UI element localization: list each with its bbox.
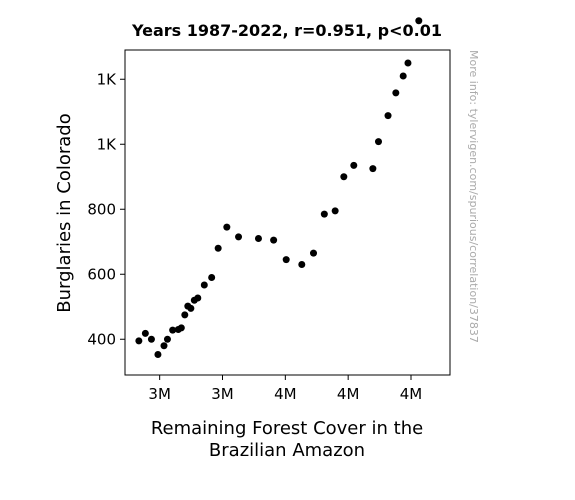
data-point [135, 337, 143, 345]
y-tick-label: 400 [87, 330, 116, 348]
data-point [169, 326, 177, 334]
data-point [254, 235, 262, 242]
plot-frame [124, 49, 451, 376]
data-point [163, 335, 171, 343]
x-axis-label-line-2: Brazilian Amazon [209, 440, 365, 461]
data-point [392, 89, 400, 97]
plot-area: 3M 3M 4M 4M 4M 400 600 800 1K 1K [87, 17, 423, 403]
data-point [177, 324, 185, 332]
chart-title: Years 1987-2022, r=0.951, p<0.01 [131, 21, 442, 40]
data-point [340, 173, 348, 181]
x-tick-label: 3M [148, 385, 171, 403]
source-watermark: More info: tylervigen.com/spurious/corre… [467, 50, 480, 343]
data-point [147, 335, 155, 343]
data-point [310, 249, 317, 257]
data-point [187, 304, 195, 312]
data-point [384, 112, 392, 120]
data-point [270, 236, 278, 244]
x-tick-label: 4M [400, 385, 423, 403]
y-tick-label: 1K [97, 135, 118, 153]
data-point [369, 165, 377, 173]
data-point [350, 161, 358, 169]
x-tick-label: 4M [337, 385, 360, 403]
data-point [214, 244, 222, 252]
data-point [298, 261, 306, 268]
data-point [160, 342, 168, 350]
data-point [282, 256, 290, 264]
x-tick-label: 3M [211, 385, 234, 403]
data-point [399, 72, 407, 80]
y-tick-label: 800 [87, 200, 116, 218]
x-tick-label: 4M [274, 385, 297, 403]
y-axis-label: Burglaries in Colorado [54, 113, 75, 312]
data-point [404, 59, 412, 67]
data-point [181, 311, 189, 319]
x-axis-label-line-1: Remaining Forest Cover in the [151, 418, 423, 439]
data-point [141, 329, 149, 337]
y-tick-label: 1K [97, 70, 118, 88]
data-point [208, 274, 216, 281]
data-point [331, 207, 339, 215]
data-point [415, 17, 423, 25]
y-tick-label: 600 [87, 265, 116, 283]
data-point [235, 233, 243, 241]
data-point [223, 223, 231, 231]
data-point [154, 351, 162, 359]
data-point [200, 281, 208, 289]
data-point [375, 138, 382, 146]
data-point [194, 294, 202, 302]
data-point [320, 210, 328, 218]
